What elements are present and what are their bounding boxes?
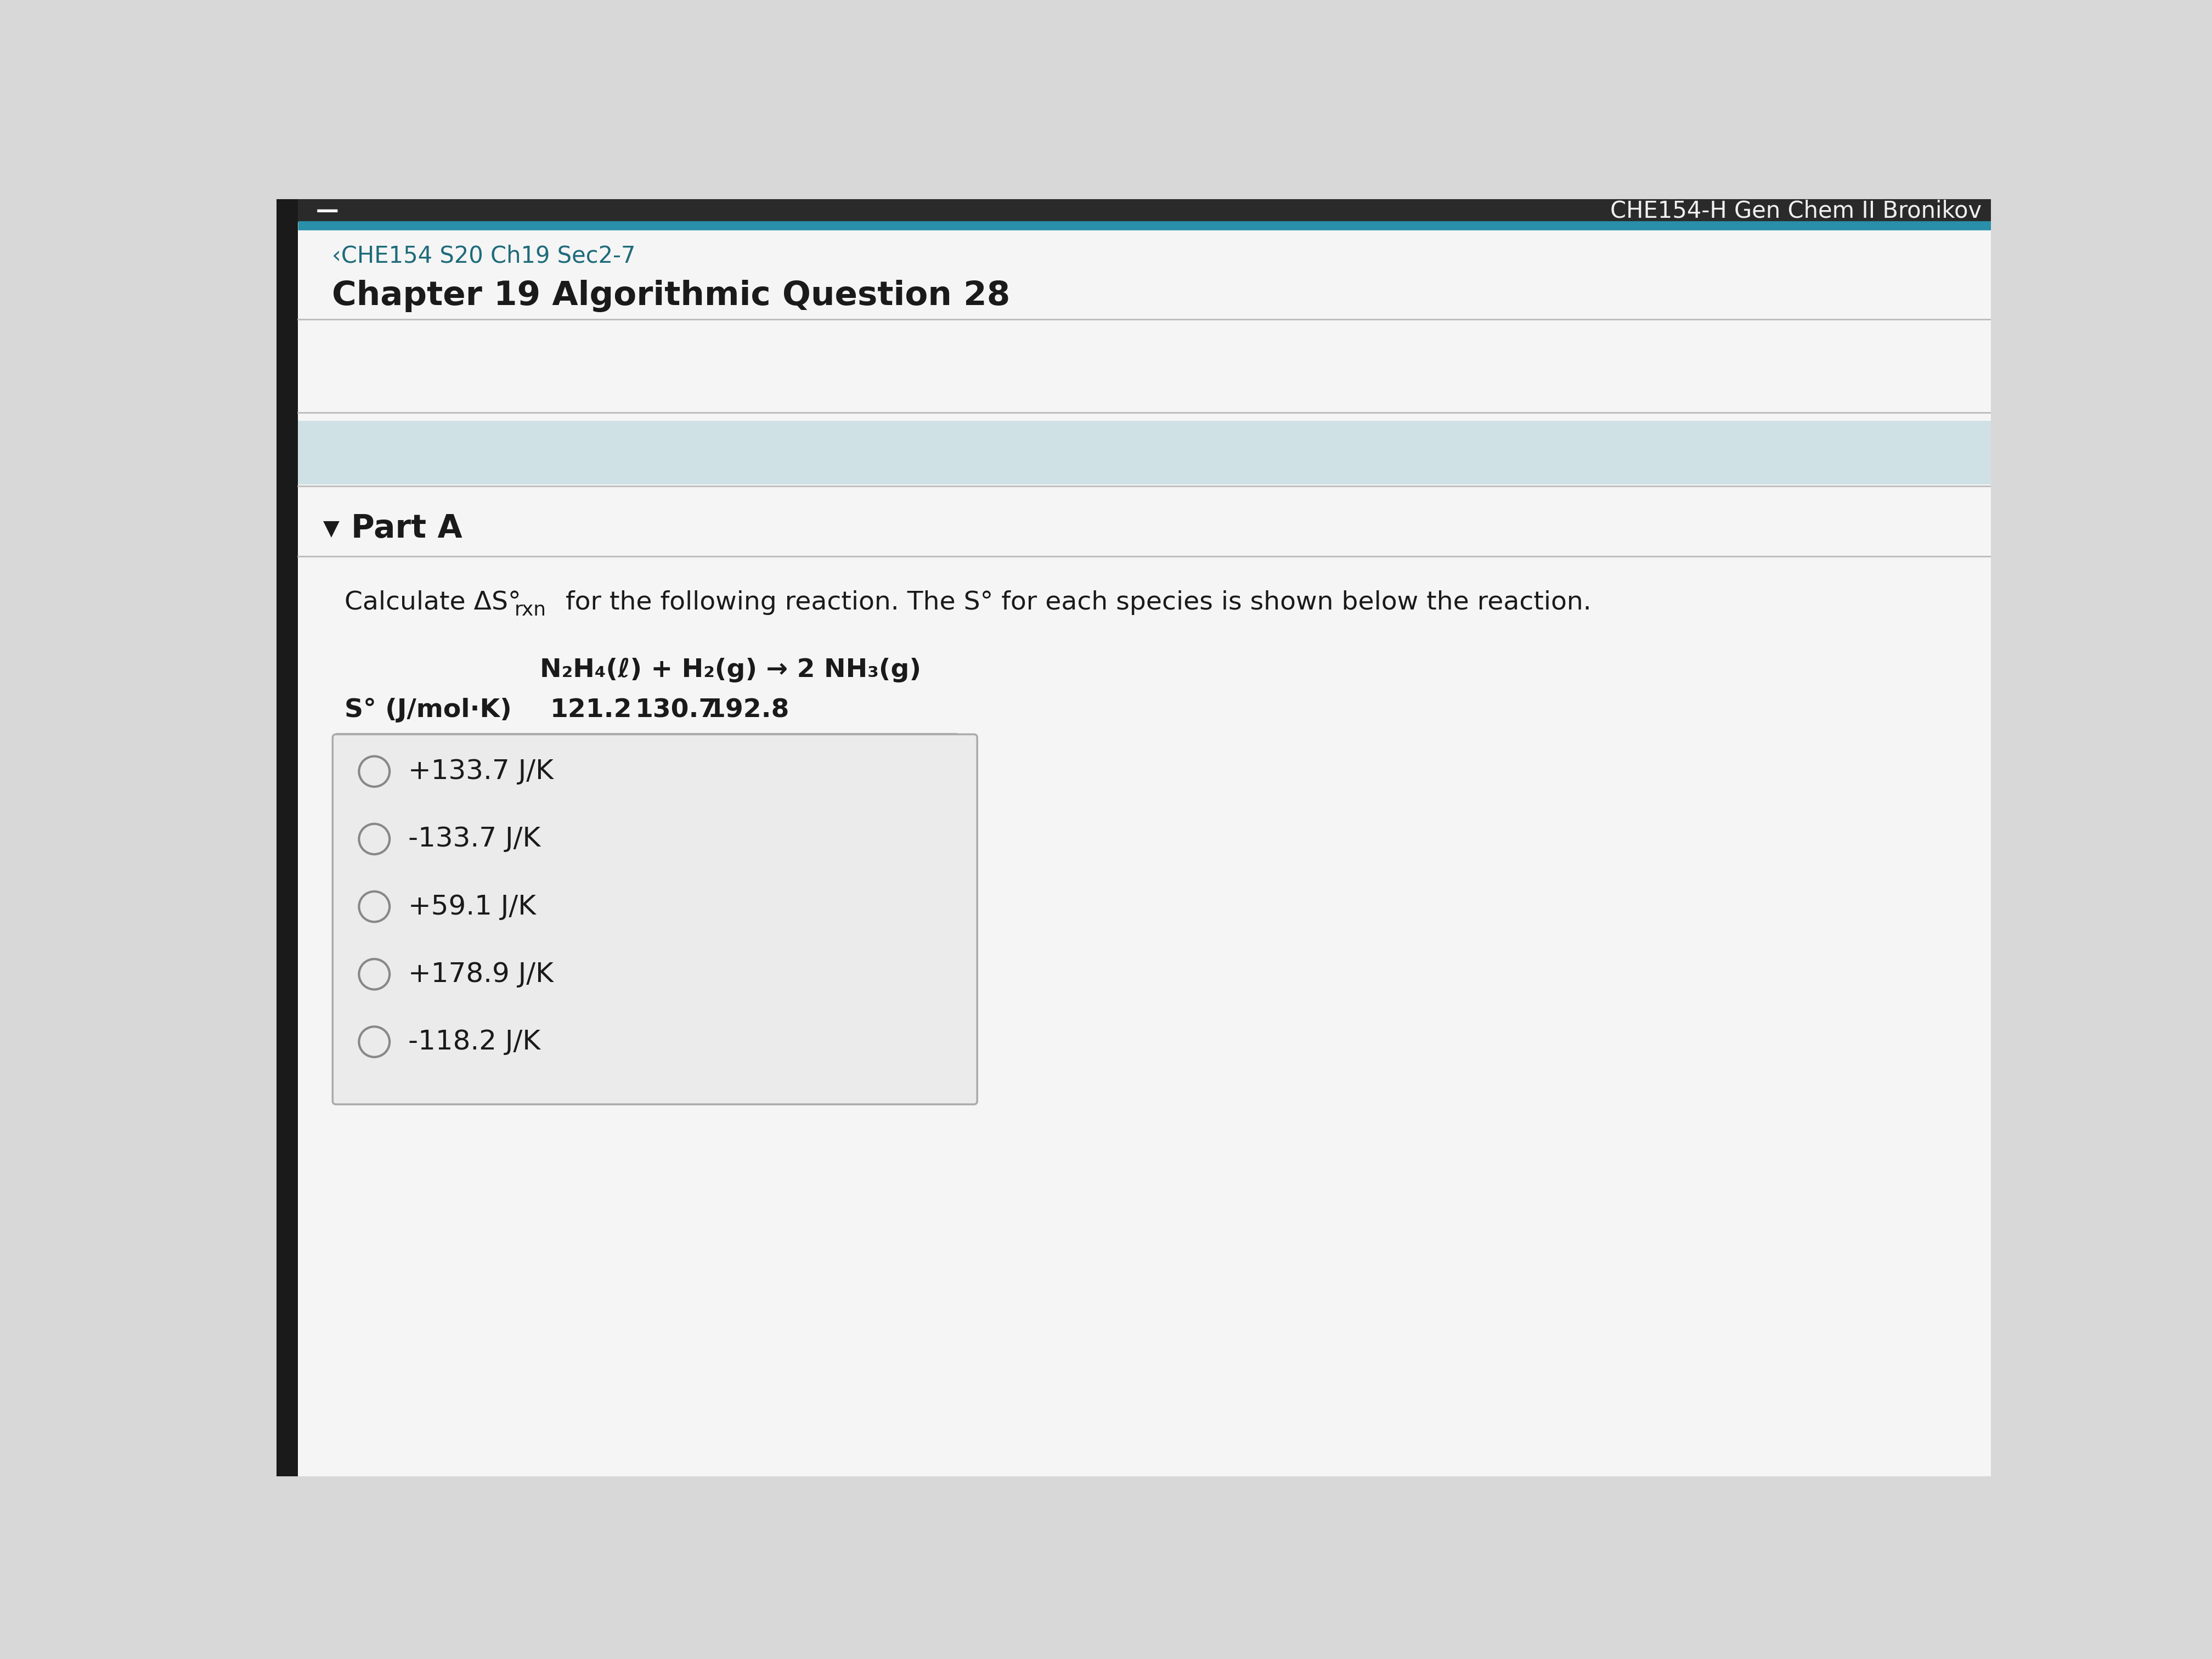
Text: +133.7 J/K: +133.7 J/K	[409, 758, 553, 785]
Text: 121.2: 121.2	[551, 698, 633, 723]
Text: -118.2 J/K: -118.2 J/K	[409, 1029, 540, 1055]
Text: Chapter 19 Algorithmic Question 28: Chapter 19 Algorithmic Question 28	[332, 280, 1011, 312]
FancyBboxPatch shape	[276, 199, 1991, 1477]
Text: N₂H₄(ℓ) + H₂(g) → 2 NH₃(g): N₂H₄(ℓ) + H₂(g) → 2 NH₃(g)	[540, 657, 922, 682]
Text: —: —	[316, 199, 338, 222]
FancyBboxPatch shape	[299, 199, 1991, 1477]
Text: ▼: ▼	[323, 518, 341, 539]
Text: +178.9 J/K: +178.9 J/K	[409, 961, 553, 987]
FancyBboxPatch shape	[299, 421, 1991, 484]
FancyBboxPatch shape	[276, 199, 299, 1477]
Text: +59.1 J/K: +59.1 J/K	[409, 894, 535, 919]
FancyBboxPatch shape	[332, 735, 978, 1105]
Text: ‹CHE154 S20 Ch19 Sec2-7: ‹CHE154 S20 Ch19 Sec2-7	[332, 244, 635, 267]
Text: for the following reaction. The S° for each species is shown below the reaction.: for the following reaction. The S° for e…	[557, 591, 1590, 615]
Text: 192.8: 192.8	[708, 698, 790, 723]
Text: Part A: Part A	[352, 513, 462, 544]
Text: S° (J/mol·K): S° (J/mol·K)	[345, 698, 511, 723]
Text: -133.7 J/K: -133.7 J/K	[409, 826, 540, 853]
Text: rxn: rxn	[515, 601, 546, 619]
FancyBboxPatch shape	[299, 199, 1991, 222]
Text: Calculate ΔS°: Calculate ΔS°	[345, 591, 522, 615]
Text: CHE154-H Gen Chem II Bronikov: CHE154-H Gen Chem II Bronikov	[1610, 199, 1982, 222]
Text: 130.7: 130.7	[635, 698, 717, 723]
